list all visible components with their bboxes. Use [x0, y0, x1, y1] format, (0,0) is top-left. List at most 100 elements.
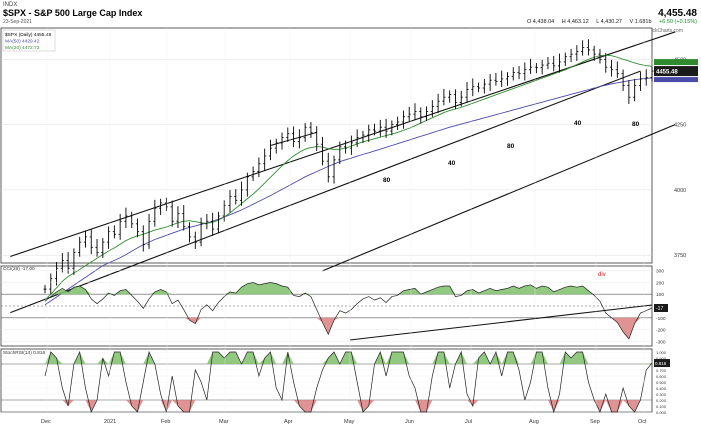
cci-trendline — [349, 304, 653, 341]
ohlc-bar — [153, 199, 157, 227]
ohlc-bar — [552, 55, 556, 72]
ohlc-bar — [147, 213, 151, 249]
ohlc-bar — [511, 67, 515, 81]
stoch-legend: StochRSI(14) 0.816 — [3, 350, 45, 356]
channel-line-0 — [10, 31, 676, 257]
cci-tick-label: 300 — [656, 269, 664, 275]
ohlc-bar — [396, 116, 400, 131]
stoch-line — [44, 350, 653, 414]
x-axis-label: Jun — [405, 419, 414, 425]
ohlc-bar — [476, 82, 481, 93]
ohlc-bar — [211, 212, 215, 236]
high-value: H 4,463.12 — [561, 19, 589, 25]
ohlc-bar — [135, 218, 140, 238]
ohlc-bar — [419, 107, 423, 124]
ohlc-bar — [540, 59, 544, 75]
ohlc-bar — [448, 90, 452, 103]
ohlc-bar — [170, 200, 174, 227]
ohlc-bar — [43, 284, 47, 294]
stoch-tick-label: 0.300 — [656, 392, 667, 397]
ohlc-bar — [644, 69, 648, 86]
ohlc-bar — [633, 79, 637, 102]
cci-line — [44, 282, 653, 340]
ohlc-bar — [124, 207, 128, 229]
cci-tick-label: -300 — [656, 339, 666, 345]
stoch-tick-label: 0.500 — [656, 380, 667, 385]
last-price-tag-text: 4455.48 — [656, 70, 678, 76]
ohlc-bar — [401, 110, 406, 129]
chart-title: $SPX - S&P 500 Large Cap Index — [3, 8, 143, 18]
x-axis-label: Jul — [465, 419, 472, 425]
stoch-last-label: 0.816 — [655, 361, 667, 366]
divergence-label: div — [598, 272, 606, 278]
ohlc-bar — [609, 59, 614, 77]
ohlc-readout: O 4,438.04 H 4,463.12 L 4,430.27 V 1.681… — [521, 19, 697, 25]
channel-line-2 — [322, 124, 676, 272]
ma50-value-tag — [654, 77, 698, 83]
ohlc-bar — [274, 138, 278, 154]
ohlc-bar — [494, 72, 498, 86]
stoch-tick-label: 0.900 — [656, 356, 667, 361]
stoch-tick-label: 0.200 — [656, 398, 667, 403]
ohlc-bar — [344, 140, 348, 154]
ohlc-bar — [361, 130, 365, 144]
ohlc-bar — [615, 61, 619, 78]
ohlc-bar — [465, 82, 469, 103]
ohlc-bar — [280, 132, 284, 150]
stoch-tick-label: 1.000 — [656, 350, 667, 355]
cycle-annotation: 40 — [574, 120, 582, 127]
ohlc-bar — [338, 141, 342, 165]
ohlc-bar — [187, 222, 192, 243]
last-price-tag: 4455.48 — [654, 66, 698, 77]
ohlc-bar — [130, 211, 134, 229]
ohlc-bar — [257, 157, 261, 178]
ohlc-bar — [372, 123, 377, 136]
cci-legend: CCI(28) -17.00 — [3, 266, 35, 272]
ohlc-bar — [575, 45, 579, 61]
cci-tick-label: -200 — [656, 328, 666, 334]
ohlc-bar — [436, 93, 440, 114]
stoch-tick-label: 0.100 — [656, 404, 667, 409]
cci-overbought-fill — [45, 282, 652, 295]
cycle-annotation: 40 — [448, 160, 456, 167]
ohlc-bar — [482, 78, 486, 94]
ohlc-bar — [216, 211, 221, 234]
change-value: +6.50 (+0.15%) — [659, 19, 697, 25]
ohlc-bar — [78, 236, 82, 257]
price-legend-item: $SPX (Daily) 4455.48 — [5, 32, 51, 38]
cci-last-tag — [654, 304, 668, 312]
volume-value: V 1.681b — [629, 19, 652, 25]
ohlc-bar — [367, 124, 371, 142]
x-axis-label: 2021 — [104, 419, 116, 425]
cycle-annotation: 80 — [383, 177, 391, 184]
ohlc-bar — [517, 66, 521, 80]
open-value: O 4,438.04 — [526, 19, 555, 25]
cci-tick-label: 200 — [656, 280, 664, 286]
ohlc-bar — [303, 123, 307, 142]
ohlc-bar — [604, 53, 608, 73]
ma50-line — [44, 77, 653, 306]
stoch-tick-label: 0.600 — [656, 374, 667, 379]
ohlc-bar — [505, 72, 510, 86]
last-price: 4,455.48 — [658, 8, 697, 19]
stoch-tick-label: 0.700 — [656, 368, 667, 373]
ma20-value-tag — [654, 59, 698, 66]
ohlc-bar — [627, 80, 631, 104]
price-legend-item: MA(20) 4472.73 — [5, 45, 40, 51]
price-tick-label: 3750 — [674, 253, 686, 259]
ohlc-bar — [54, 261, 59, 286]
ohlc-bar — [112, 225, 116, 239]
chart-header: INDX $SPX - S&P 500 Large Cap Index 23-S… — [0, 0, 701, 34]
ohlc-bar — [581, 40, 585, 56]
low-value: L 4,430.27 — [596, 19, 622, 25]
ohlc-bar — [384, 118, 388, 138]
ohlc-bar — [529, 58, 533, 74]
ohlc-bar — [205, 213, 209, 230]
ohlc-bar — [66, 252, 70, 274]
stoch-tick-label: 0.400 — [656, 386, 667, 391]
ohlc-bar — [141, 225, 145, 252]
ohlc-bar — [638, 71, 643, 91]
ohlc-bar — [598, 48, 602, 64]
ohlc-bar — [182, 205, 186, 231]
